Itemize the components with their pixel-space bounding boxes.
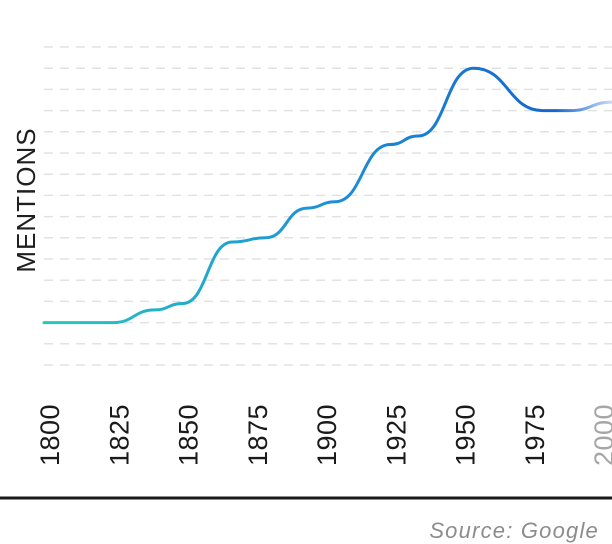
x-tick-label: 1925	[381, 404, 411, 466]
x-tick-label: 1800	[35, 404, 65, 466]
x-tick-label: 1950	[451, 404, 481, 466]
x-tick-label: 1900	[312, 404, 342, 466]
x-tick-label: 1825	[104, 404, 134, 466]
x-axis-ticks: 1800 1825 1850 1875 1900 1925 1950 1975 2000	[35, 404, 612, 466]
y-axis-label: MENTIONS	[11, 127, 41, 272]
series-line-mentions	[42, 66, 612, 325]
x-tick-label: 1850	[174, 404, 204, 466]
x-tick-label: 2000	[589, 404, 612, 466]
x-tick-label: 1875	[243, 404, 273, 466]
source-label: Source: Google	[429, 518, 599, 543]
x-tick-label: 1975	[520, 404, 550, 466]
